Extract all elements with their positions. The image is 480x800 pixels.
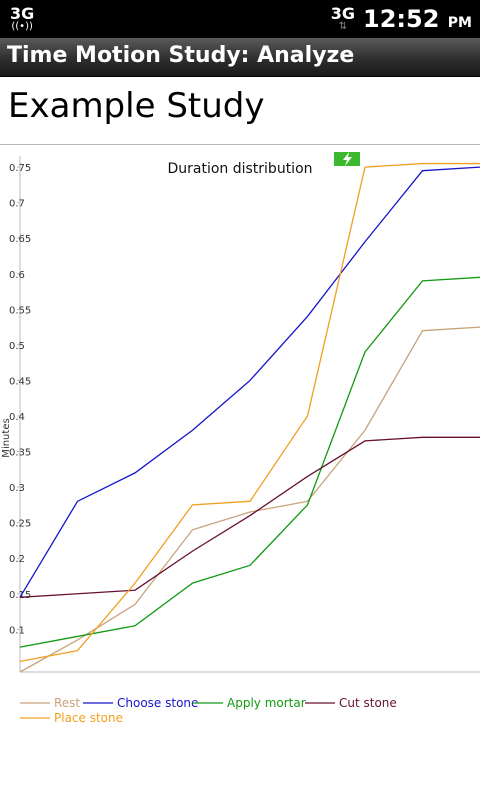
series-line-place-stone — [19, 162, 480, 662]
alert-icon — [10, 149, 38, 174]
y-tick-label: 0.5 — [9, 341, 25, 352]
y-tick-label: 0.55 — [9, 305, 31, 316]
y-tick-label: 0.3 — [9, 483, 25, 494]
duration-chart: 0.1 0.15 0.2 0.25 0.3 0.35 0.4 0.45 0.5 0.55 0.6 0.… — [1, 156, 480, 725]
app-title-bar: Time Motion Study: Analyze — [0, 38, 480, 77]
battery-charging-icon — [331, 150, 366, 168]
series-line-cut-stone — [19, 436, 480, 598]
y-tick-label: 0.1 — [9, 625, 25, 636]
usb-icon — [12, 149, 30, 176]
network-3g-icon: 3G ((•)) — [10, 4, 35, 32]
legend-label: Cut stone — [339, 696, 397, 710]
y-tick-label: 0.25 — [9, 519, 31, 530]
y-tick-label: 0.6 — [9, 270, 25, 281]
series-line-choose-stone — [19, 166, 480, 598]
y-tick-label: 0.65 — [9, 234, 31, 245]
legend-label: Rest — [54, 696, 80, 710]
clock: 12:52 PM — [363, 5, 472, 33]
network-3g-icon: 3G ⇅ — [330, 4, 356, 32]
legend-label: Choose stone — [117, 696, 198, 710]
status-bar: 3G ((•)) 3G ⇅ — [0, 0, 480, 177]
app-title: Time Motion Study: Analyze — [7, 43, 355, 68]
series-line-apply-mortar — [19, 276, 480, 648]
legend-label: Apply mortar — [227, 696, 306, 710]
y-tick-label: 0.45 — [9, 376, 31, 387]
y-axis-label: Minutes — [1, 418, 12, 457]
legend-label: Place stone — [54, 711, 123, 725]
divider — [0, 144, 480, 145]
y-tick-label: 0.35 — [9, 448, 31, 459]
y-tick-label: 0.7 — [9, 199, 25, 210]
study-title: Example Study — [8, 86, 265, 126]
y-tick-label: 0.2 — [9, 554, 25, 565]
series-line-rest — [19, 326, 480, 673]
y-tick-label: 0.4 — [9, 412, 25, 423]
y-tick-label: 0.15 — [9, 590, 31, 601]
y-tick-label: 0.75 — [9, 163, 31, 174]
chart-title: Duration distribution — [167, 161, 312, 177]
